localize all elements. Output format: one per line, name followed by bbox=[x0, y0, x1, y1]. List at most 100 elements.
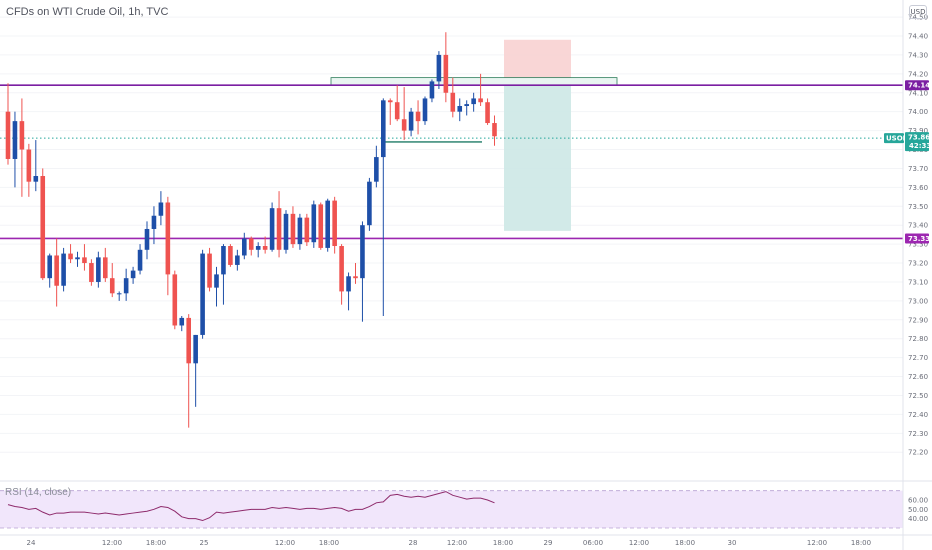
candle bbox=[109, 263, 115, 298]
candle-body bbox=[464, 104, 469, 107]
candle-body bbox=[325, 200, 330, 248]
candle-body bbox=[408, 111, 414, 131]
candle bbox=[33, 140, 39, 192]
candle bbox=[214, 266, 219, 307]
candle bbox=[283, 210, 289, 254]
candle-body bbox=[61, 253, 66, 286]
candle bbox=[422, 96, 428, 125]
candle bbox=[103, 247, 108, 282]
candle-body bbox=[297, 217, 303, 245]
candle bbox=[228, 244, 233, 267]
candle bbox=[235, 249, 240, 271]
candle-body bbox=[75, 257, 80, 260]
rsi-tick-label: 40.00 bbox=[908, 515, 928, 523]
candle-body bbox=[137, 249, 143, 271]
candle bbox=[415, 100, 421, 135]
candle-body bbox=[151, 215, 157, 229]
candle bbox=[367, 177, 372, 231]
y-tick-label: 73.20 bbox=[908, 260, 928, 268]
y-tick-label: 73.90 bbox=[908, 127, 928, 135]
candle-body bbox=[283, 213, 289, 250]
candle-body bbox=[103, 257, 108, 279]
candle bbox=[207, 247, 212, 292]
candle-body bbox=[19, 121, 25, 150]
candle bbox=[61, 247, 66, 292]
y-tick-label: 74.00 bbox=[908, 108, 928, 116]
time-axis[interactable]: 24 12:00 18:00 25 12:00 18:00 28 12:00 18:00 29 06… bbox=[0, 534, 932, 547]
candle-body bbox=[179, 317, 185, 326]
x-tick-label: 12:00 bbox=[275, 539, 295, 547]
candle-body bbox=[353, 276, 358, 279]
candle-body bbox=[144, 228, 150, 250]
candle-body bbox=[235, 255, 240, 265]
candle bbox=[374, 145, 379, 188]
candle-body bbox=[401, 119, 407, 131]
x-tick-label: 30 bbox=[728, 539, 737, 547]
candle bbox=[304, 213, 310, 247]
candle-body bbox=[54, 255, 59, 286]
rsi-line bbox=[7, 491, 495, 522]
candle-body bbox=[193, 334, 198, 364]
candle bbox=[318, 202, 324, 250]
candle-body bbox=[248, 238, 254, 250]
currency-label[interactable]: USD bbox=[909, 5, 927, 19]
candle bbox=[471, 92, 476, 112]
current-price-label: 73.86 bbox=[908, 134, 930, 142]
candle-body bbox=[228, 246, 233, 265]
candle-body bbox=[381, 100, 386, 158]
candle-body bbox=[123, 278, 129, 294]
chart-title: CFDs on WTI Crude Oil, 1h, TVC bbox=[6, 6, 169, 18]
x-tick-label: 29 bbox=[544, 539, 553, 547]
candle bbox=[165, 196, 171, 296]
y-tick-label: 72.60 bbox=[908, 373, 928, 381]
x-tick-label: 12:00 bbox=[102, 539, 122, 547]
candle bbox=[408, 107, 414, 137]
candle-body bbox=[429, 81, 435, 99]
y-tick-label: 73.40 bbox=[908, 222, 928, 230]
y-tick-label: 72.40 bbox=[908, 411, 928, 419]
y-tick-label: 72.50 bbox=[908, 392, 928, 400]
y-tick-label: 73.50 bbox=[908, 203, 928, 211]
candle bbox=[353, 263, 358, 284]
rsi-tick-label: 50.00 bbox=[908, 506, 928, 514]
y-tick-label: 72.30 bbox=[908, 430, 928, 438]
candle-body bbox=[255, 246, 261, 250]
candle-body bbox=[5, 111, 11, 159]
candle bbox=[290, 206, 296, 248]
candle bbox=[464, 100, 469, 116]
x-tick-label: 18:00 bbox=[675, 539, 695, 547]
x-tick-label: 12:00 bbox=[447, 539, 467, 547]
candle bbox=[68, 244, 73, 264]
candle bbox=[82, 244, 87, 271]
candle-body bbox=[478, 98, 483, 103]
rsi-pane: RSI (14, close) bbox=[0, 480, 932, 529]
candle-body bbox=[82, 257, 87, 264]
countdown-label: 42:33 bbox=[909, 142, 931, 150]
candle bbox=[339, 244, 344, 305]
x-tick-label: 28 bbox=[409, 539, 418, 547]
symbol-badge-label: USOIL bbox=[886, 135, 910, 143]
candle bbox=[221, 244, 226, 305]
horizontal-levels bbox=[0, 84, 903, 240]
resistance-zone-box bbox=[330, 77, 618, 86]
candle-body bbox=[415, 111, 421, 122]
y-tick-label: 74.20 bbox=[908, 70, 928, 78]
candle bbox=[394, 85, 400, 122]
candle-body bbox=[276, 208, 282, 250]
candle bbox=[54, 238, 59, 307]
candle bbox=[151, 206, 157, 245]
candle-body bbox=[26, 149, 32, 182]
candle-body bbox=[89, 263, 94, 282]
candle-body bbox=[436, 54, 442, 82]
candle-body bbox=[12, 121, 18, 159]
candle-body bbox=[40, 176, 46, 279]
x-tick-label: 12:00 bbox=[629, 539, 649, 547]
x-tick-label: 12:00 bbox=[807, 539, 827, 547]
x-tick-label: 18:00 bbox=[493, 539, 513, 547]
candle-body bbox=[290, 213, 296, 245]
candle-body bbox=[492, 123, 497, 137]
candle bbox=[478, 73, 483, 107]
candle bbox=[485, 98, 490, 125]
